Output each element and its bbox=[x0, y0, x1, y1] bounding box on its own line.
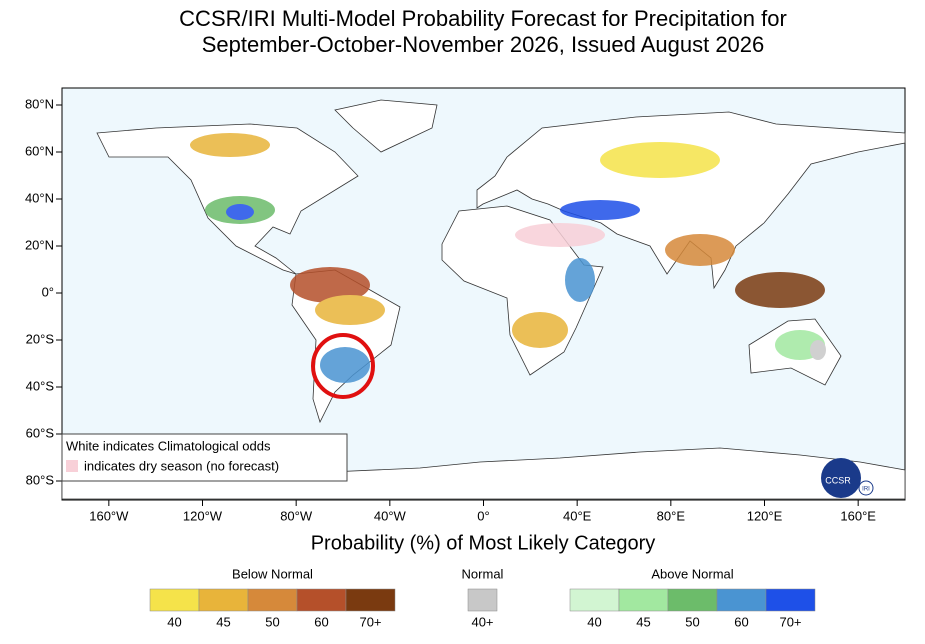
title-line: CCSR/IRI Multi-Model Probability Forecas… bbox=[179, 6, 787, 31]
legend-swatch bbox=[247, 588, 298, 612]
legend-group-title: Above Normal bbox=[651, 566, 733, 581]
lon-label: 120°W bbox=[183, 508, 223, 523]
lat-label: 0° bbox=[42, 284, 54, 299]
legend-swatch bbox=[467, 588, 498, 612]
lat-label: 60°S bbox=[26, 425, 55, 440]
logo bbox=[821, 458, 861, 498]
legend-swatch bbox=[198, 588, 249, 612]
legend-label: 50 bbox=[685, 614, 699, 629]
lon-label: 80°E bbox=[657, 508, 686, 523]
legend-swatch bbox=[618, 588, 669, 612]
logo-text: CCSR bbox=[825, 475, 851, 485]
legend-label: 70+ bbox=[359, 614, 381, 629]
note-swatch bbox=[66, 460, 78, 472]
logo bbox=[858, 480, 874, 496]
legend-label: 40 bbox=[167, 614, 181, 629]
lat-label: 20°N bbox=[25, 237, 54, 252]
lon-label: 40°E bbox=[563, 508, 592, 523]
lat-labels: 80°N 60°N 40°N 20°N 0° 20°S 40°S 60°S 80°S bbox=[25, 96, 62, 487]
legend-group-title: Below Normal bbox=[232, 566, 313, 581]
legend-label: 60 bbox=[314, 614, 328, 629]
lon-labels: 160°W 120°W 80°W 40°W 0° 40°E 80°E 120°E 160°E bbox=[89, 500, 876, 523]
legend: Below Normal 40 45 50 60 70+ Normal 40+ Above No… bbox=[149, 566, 816, 629]
lon-label: 0° bbox=[477, 508, 489, 523]
legend-label: 45 bbox=[216, 614, 230, 629]
lon-label: 160°W bbox=[89, 508, 129, 523]
lat-label: 20°S bbox=[26, 331, 55, 346]
note-text: White indicates Climatological odds bbox=[66, 438, 271, 453]
legend-label: 50 bbox=[265, 614, 279, 629]
lon-label: 120°E bbox=[747, 508, 783, 523]
lat-label: 80°S bbox=[26, 472, 55, 487]
legend-group-title: Normal bbox=[462, 566, 504, 581]
title-line: September-October-November 2026, Issued … bbox=[202, 32, 765, 57]
highlight-circle bbox=[311, 333, 375, 399]
x-label: Probability (%) of Most Likely Category bbox=[311, 532, 656, 554]
lat-label: 40°S bbox=[26, 378, 55, 393]
lon-label: 80°W bbox=[280, 508, 313, 523]
legend-label: 60 bbox=[734, 614, 748, 629]
legend-label: 70+ bbox=[779, 614, 801, 629]
legend-label: 45 bbox=[636, 614, 650, 629]
continent bbox=[334, 99, 438, 153]
note-box bbox=[61, 433, 348, 482]
legend-swatch bbox=[345, 588, 396, 612]
legend-swatch bbox=[296, 588, 347, 612]
lat-label: 60°N bbox=[25, 143, 54, 158]
logo-text: IRI bbox=[862, 487, 870, 493]
forecast-patches bbox=[190, 133, 826, 383]
legend-label: 40+ bbox=[471, 614, 493, 629]
lat-label: 40°N bbox=[25, 190, 54, 205]
lon-label: 160°E bbox=[840, 508, 876, 523]
legend-swatch bbox=[716, 588, 767, 612]
legend-swatch bbox=[765, 588, 816, 612]
lat-label: 80°N bbox=[25, 96, 54, 111]
legend-swatch bbox=[667, 588, 718, 612]
lon-label: 40°W bbox=[374, 508, 407, 523]
map: 80°N 60°N 40°N 20°N 0° 20°S 40°S 60°S 80°S 160°W… bbox=[25, 87, 906, 523]
note-text: indicates dry season (no forecast) bbox=[84, 458, 279, 473]
legend-swatch bbox=[149, 588, 200, 612]
legend-swatch bbox=[569, 588, 620, 612]
continent bbox=[476, 111, 906, 290]
legend-label: 40 bbox=[587, 614, 601, 629]
